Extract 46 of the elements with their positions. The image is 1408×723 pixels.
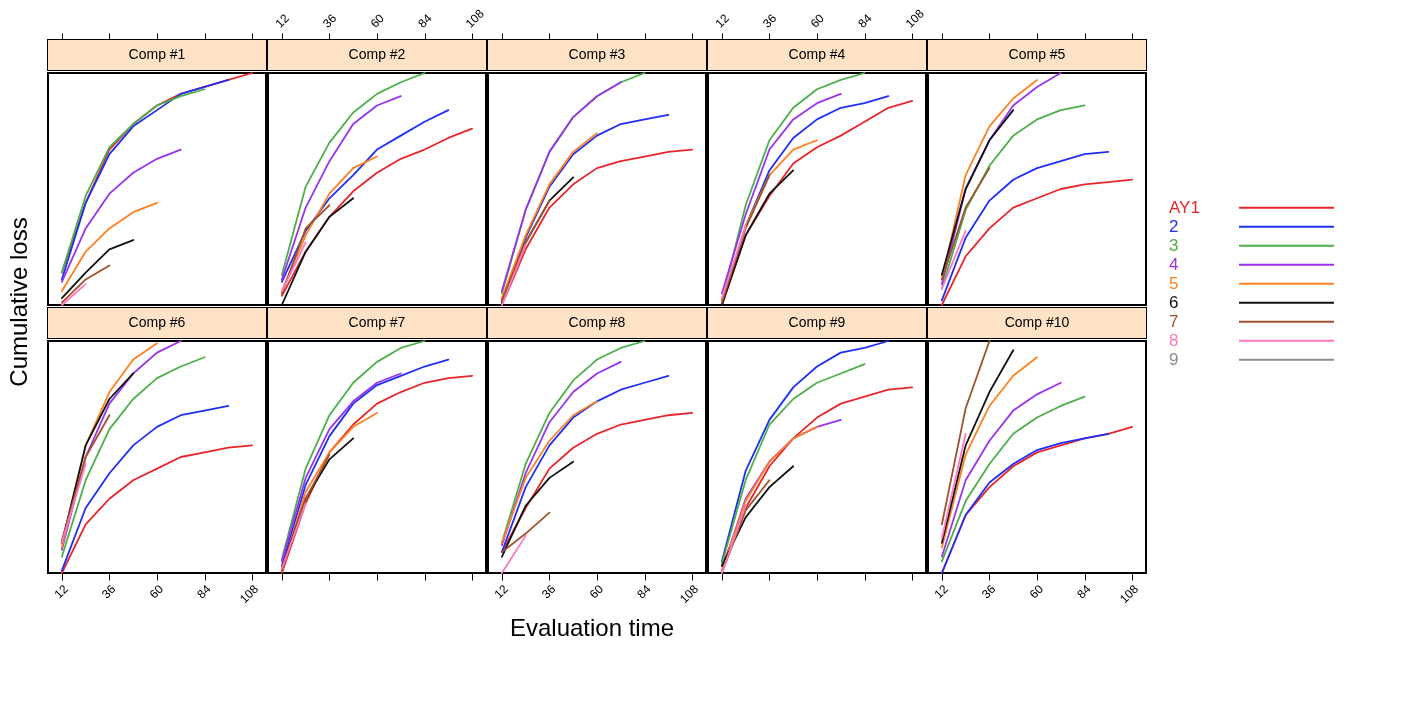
x-tick-label: 108 — [1117, 581, 1142, 607]
x-tick-label: 84 — [415, 10, 435, 31]
chart-title: Comp #1 — [128, 46, 186, 62]
x-tick-label: 12 — [51, 581, 72, 602]
chart-title: Comp #5 — [1008, 46, 1066, 62]
x-tick-label: 108 — [677, 581, 702, 607]
x-tick-label: 12 — [712, 10, 733, 31]
chart-title: Comp #7 — [348, 314, 406, 330]
text: 7 — [1169, 311, 1179, 331]
chart-title: Comp #8 — [568, 314, 626, 330]
text: 5 — [1169, 273, 1179, 293]
x-tick-label: 60 — [807, 10, 828, 31]
text: AY1 — [1169, 197, 1200, 217]
y-axis-title: Cumulative loss — [5, 217, 32, 387]
x-tick-label: 84 — [194, 581, 214, 602]
x-tick-label: 36 — [539, 581, 559, 602]
x-axis-title: Evaluation time — [509, 614, 675, 641]
x-tick-label: 36 — [99, 581, 119, 602]
x-tick-label: 84 — [1074, 581, 1094, 602]
legend-label: 9 — [1169, 349, 1179, 369]
text: 3 — [1169, 235, 1179, 255]
x-tick-label: 84 — [634, 581, 654, 602]
x-tick-label: 12 — [931, 581, 952, 602]
x-tick-label: 84 — [855, 10, 875, 31]
text: 6 — [1169, 292, 1179, 312]
text: 2 — [1169, 216, 1179, 236]
x-tick-label: 12 — [272, 10, 293, 31]
text: 4 — [1169, 254, 1179, 274]
x-tick-label: 60 — [146, 581, 167, 602]
x-tick-label: 36 — [979, 581, 999, 602]
x-tick-label: 60 — [1026, 581, 1047, 602]
x-tick-label: 108 — [462, 6, 488, 31]
chart-title: Comp #4 — [788, 46, 846, 62]
x-tick-label: 60 — [367, 10, 388, 31]
x-tick-label: 12 — [491, 581, 512, 602]
chart-title: Comp #2 — [348, 46, 406, 62]
x-tick-label: 36 — [320, 10, 340, 31]
x-tick-label: 108 — [902, 6, 928, 31]
x-tick-label: 108 — [237, 581, 262, 607]
chart-title: Comp #6 — [128, 314, 186, 330]
chart-title: Comp #9 — [788, 314, 846, 330]
x-tick-label: 36 — [760, 10, 780, 31]
chart-title: Comp #3 — [568, 46, 626, 62]
text: 8 — [1169, 330, 1179, 350]
x-tick-label: 60 — [586, 581, 607, 602]
chart-title: Comp #10 — [1004, 314, 1070, 330]
